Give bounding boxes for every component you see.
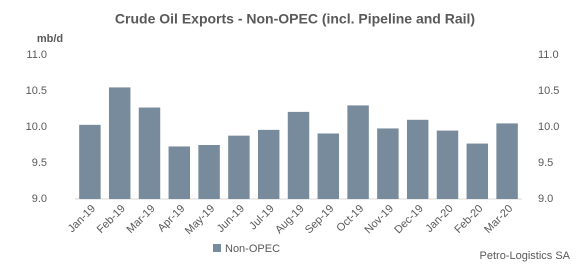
y-tick-label: 9.5 bbox=[32, 157, 47, 169]
x-tick-label: Nov-19 bbox=[363, 203, 397, 237]
x-tick-label: Feb-19 bbox=[95, 203, 128, 236]
bar bbox=[436, 130, 459, 199]
bar bbox=[347, 105, 369, 199]
bar bbox=[228, 135, 250, 199]
legend-label: Non-OPEC bbox=[225, 243, 280, 255]
x-tick-label: Oct-19 bbox=[334, 203, 366, 235]
bar bbox=[377, 128, 399, 199]
bar bbox=[406, 119, 429, 199]
bar bbox=[198, 145, 220, 199]
source: Petro-Logistics SA bbox=[480, 250, 571, 262]
y2-tick-label: 11.0 bbox=[538, 49, 559, 61]
bar bbox=[317, 133, 340, 199]
chart-title: Crude Oil Exports - Non-OPEC (incl. Pipe… bbox=[115, 11, 475, 27]
y2-tick-label: 9.0 bbox=[538, 193, 553, 205]
bar bbox=[168, 146, 191, 199]
x-tick-label: Aug-19 bbox=[273, 203, 307, 237]
y-axis-label: mb/d bbox=[37, 33, 63, 45]
y-tick-label: 11.0 bbox=[26, 49, 47, 61]
x-tick-label: Mar-19 bbox=[125, 203, 158, 236]
x-tick-label: Feb-20 bbox=[452, 203, 485, 236]
bar bbox=[466, 143, 489, 199]
y-tick-label: 9.0 bbox=[32, 193, 47, 205]
bar bbox=[79, 124, 101, 199]
y2-tick-label: 10.0 bbox=[538, 121, 559, 133]
bar bbox=[287, 111, 310, 199]
y-tick-label: 10.0 bbox=[26, 121, 47, 133]
x-tick-label: Mar-20 bbox=[482, 203, 515, 236]
x-tick-label: Sep-19 bbox=[303, 203, 337, 237]
bar bbox=[138, 107, 161, 199]
y-tick-label: 10.5 bbox=[26, 85, 47, 97]
bar bbox=[496, 123, 518, 199]
x-tick-label: Jan-19 bbox=[66, 203, 98, 235]
legend-swatch bbox=[213, 244, 221, 252]
x-tick-label: May-19 bbox=[183, 203, 217, 237]
y2-tick-label: 10.5 bbox=[538, 85, 559, 97]
x-tick-label: Jun-19 bbox=[215, 203, 247, 235]
bar bbox=[108, 87, 131, 199]
bar bbox=[257, 129, 280, 199]
y2-tick-label: 9.5 bbox=[538, 157, 553, 169]
x-tick-label: Dec-19 bbox=[392, 203, 426, 237]
x-tick-label: Jan-20 bbox=[423, 203, 455, 235]
